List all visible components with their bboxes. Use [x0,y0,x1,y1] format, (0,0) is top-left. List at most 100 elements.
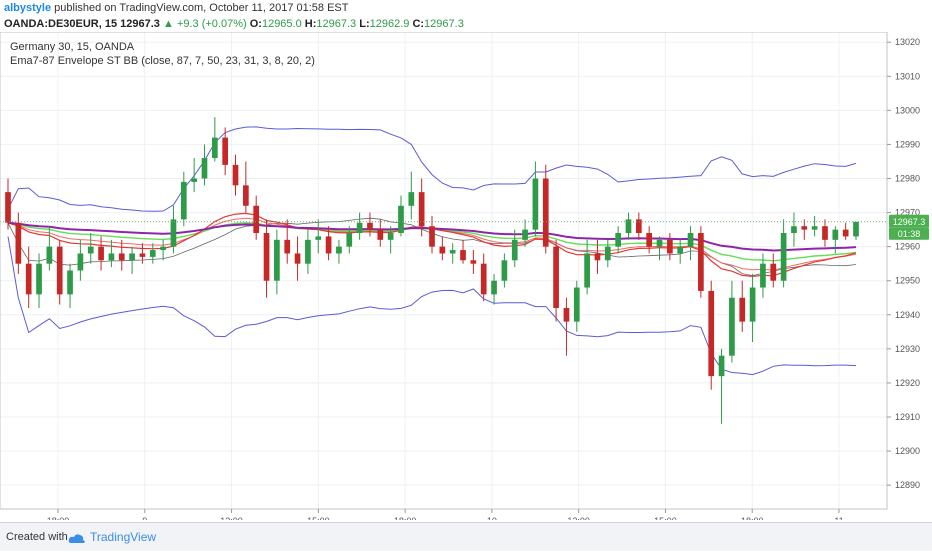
candle-body [729,297,735,356]
price-tag-box [889,214,929,228]
grid-lines [0,32,887,509]
candle-body [698,233,704,291]
candle-body [573,287,580,322]
x-tick-label: 18:00 [47,516,70,520]
candle-body [129,253,135,261]
candle-body [646,233,653,247]
last-price: 12967.3 [120,18,160,30]
candle-body [667,239,673,254]
candle-body [708,290,715,377]
countdown-box [889,227,929,240]
candle-body [563,307,570,322]
x-tick-label: 10 [487,516,497,520]
y-tick-label: 12890 [895,480,920,490]
candle-body [211,137,218,159]
author-link[interactable]: albystyle [4,2,52,14]
candle-body [201,158,208,179]
symbol-label: OANDA:DE30EUR, 15 [4,18,118,30]
candle-body [615,233,621,247]
y-tick-label: 12920 [895,378,920,388]
y-tick-label: 13020 [895,37,920,47]
candle-body [780,233,787,281]
low-label: L: [359,18,370,30]
open-value: 12965.0 [261,18,302,30]
candle-body [336,246,342,254]
y-tick-label: 12960 [895,242,920,252]
brand-name: TradingView [90,530,157,544]
candle-body [46,246,53,264]
y-tick-label: 12980 [895,174,920,184]
price-chart[interactable]: 12890 12900 12910 12920 12930 12940 12950 12960… [0,31,932,526]
candle-body [139,253,146,257]
candle-body [449,250,456,254]
candle-body [718,355,725,377]
candle-body [594,253,601,261]
legend: Germany 30, 15, OANDA Ema7-87 Envelope S… [10,41,315,67]
candle-body [36,263,42,295]
candle-body [232,164,239,186]
x-tick-label: 15:00 [307,516,330,520]
candle-body [832,229,839,240]
candle-body [760,263,766,288]
candle-body [25,263,32,295]
candle-body [87,246,94,254]
candle-body [325,236,332,254]
x-tick-label: 11 [834,516,843,520]
legend-title: Germany 30, 15, OANDA [10,41,135,53]
candle-body [511,239,518,261]
cloud-icon [68,534,85,544]
y-tick-label: 12930 [895,344,920,354]
candle-body [56,246,63,295]
x-tick-label: 18:00 [394,516,417,520]
candle-body [160,246,166,251]
candle-body [439,246,446,254]
high-value: 12967.3 [316,18,357,30]
candle-body [522,229,528,240]
close-label: C: [412,18,425,30]
tradingview-logo[interactable]: TradingView [68,523,156,552]
price-axis[interactable]: 12890 12900 12910 12920 12930 12940 12950 12960… [887,37,920,490]
candle-body [367,222,373,230]
candle-body [253,205,260,234]
candle-body [480,263,487,295]
legend-indicator: Ema7-87 Envelope ST BB (close, 87, 7, 50… [10,55,315,67]
candle-body [460,250,466,261]
candle-body [356,222,363,234]
candle-body [842,229,849,237]
y-tick-label: 12970 [895,208,920,218]
time-axis[interactable]: 18:00 9 12:00 15:00 18:00 10 12:00 15:00 18:00 11 [47,509,844,526]
close-value: 12967.3 [424,18,464,30]
countdown-value: 01:38 [898,229,921,239]
high-label: H: [304,18,317,30]
created-with-text: Created with [6,531,68,543]
candle-body [532,178,539,230]
candle-body [67,270,73,295]
chart-svg[interactable]: 12890 12900 12910 12920 12930 12940 12950 12960… [0,31,932,526]
candle-body [346,233,353,247]
candle-body [315,236,322,240]
candle-body [542,178,549,247]
up-arrow-icon: ▲ [162,18,174,30]
bollinger-lower-line [7,236,857,376]
x-tick-label: 9 [142,516,147,520]
candle-body [677,246,684,254]
candle-body [118,253,125,261]
candle-body [274,239,280,281]
price-tag: 12967.3 01:38 [889,214,929,240]
candle-body [305,239,311,264]
candle-body [791,226,797,234]
candle-body [108,253,115,261]
open-label: O: [249,18,262,30]
candle-body [5,192,11,223]
candle-body [398,205,404,234]
candle-body [377,229,384,240]
candle-body [801,226,808,230]
y-tick-label: 13000 [895,105,920,115]
published-text: published on TradingView.com, October 11… [54,2,349,14]
candles [5,117,859,424]
y-tick-label: 12990 [895,139,920,149]
candle-body [98,246,104,261]
candle-body [853,221,859,237]
candle-body [170,219,177,247]
